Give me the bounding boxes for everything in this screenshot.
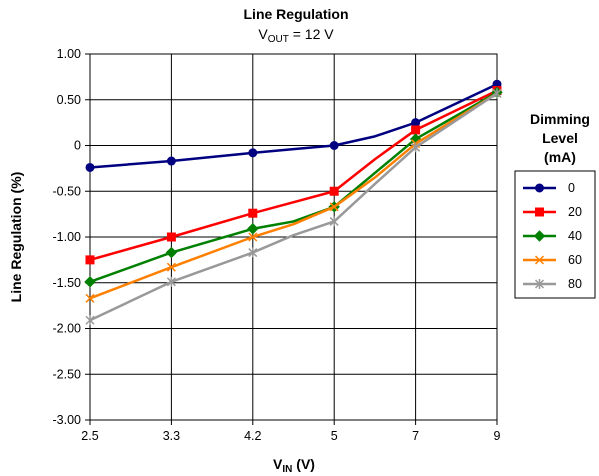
data-point <box>85 255 95 265</box>
data-point <box>85 293 95 303</box>
data-point <box>248 247 258 258</box>
data-point <box>329 141 339 150</box>
legend-label: 40 <box>568 229 582 243</box>
y-tick-label: -0.50 <box>53 184 82 198</box>
legend-title-line-2: Level <box>542 130 578 146</box>
legend-item-20: 20 <box>523 205 582 219</box>
x-tick-label: 3.3 <box>163 429 180 443</box>
chart-subtitle: VOUT = 12 V <box>258 26 334 45</box>
y-tick-label: 1.00 <box>57 47 81 61</box>
data-point <box>166 232 176 242</box>
chart-title: Line Regulation <box>244 6 349 22</box>
data-point <box>84 276 96 288</box>
series-line-40 <box>89 91 498 284</box>
series-0 <box>85 79 502 172</box>
legend-swatch-marker <box>535 183 544 193</box>
legend-item-60: 60 <box>523 253 582 267</box>
legend-item-80: 80 <box>523 277 582 291</box>
data-point <box>411 125 421 135</box>
y-axis-ticks: 1.00 0.50 0 -0.50 -1.00 -1.50 -2.00 -2.50 -3.00 <box>53 47 90 427</box>
legend-box <box>514 170 596 299</box>
legend-label: 80 <box>568 277 582 291</box>
data-point <box>247 223 259 235</box>
y-tick-label: -1.00 <box>53 230 82 244</box>
legend-swatch-marker <box>534 255 545 265</box>
legend: Dimming Level (mA) 0 20 40 60 80 <box>514 111 596 299</box>
series-line-60 <box>89 92 498 300</box>
data-point <box>166 262 176 272</box>
y-tick-label: -1.50 <box>53 276 82 290</box>
data-point <box>85 162 95 172</box>
series-line-80 <box>89 92 498 322</box>
data-point <box>85 315 95 326</box>
data-point <box>248 208 258 218</box>
data-point <box>248 148 258 158</box>
data-point <box>329 216 339 227</box>
x-axis-label: VIN (V) <box>273 456 315 475</box>
legend-item-0: 0 <box>523 181 575 195</box>
y-tick-label: 0 <box>74 139 81 153</box>
x-axis-ticks: 2.5 3.3 4.2 5 7 9 <box>81 420 501 443</box>
data-point <box>329 186 339 196</box>
series-line-0 <box>89 83 498 169</box>
data-point <box>166 156 176 166</box>
legend-item-40: 40 <box>523 229 582 243</box>
x-tick-label: 4.2 <box>244 429 261 443</box>
data-point <box>248 232 258 242</box>
series-80 <box>85 88 502 326</box>
legend-swatch-marker <box>535 207 544 217</box>
y-tick-label: -3.00 <box>53 413 82 427</box>
legend-label: 0 <box>568 181 575 195</box>
data-point <box>411 142 421 153</box>
series-60 <box>85 88 502 303</box>
data-point <box>329 202 339 212</box>
x-tick-label: 7 <box>412 429 419 443</box>
x-tick-label: 2.5 <box>81 429 98 443</box>
data-point <box>165 246 178 259</box>
x-tick-label: 5 <box>331 429 338 443</box>
data-point <box>411 118 421 128</box>
legend-swatch-marker <box>534 279 545 289</box>
legend-label: 20 <box>568 205 582 219</box>
data-point <box>492 88 502 99</box>
y-axis-label: Line Regulation (%) <box>8 172 24 303</box>
legend-title-line-3: (mA) <box>544 149 576 165</box>
legend-swatch-marker <box>533 230 546 242</box>
y-tick-label: 0.50 <box>57 93 81 107</box>
y-tick-label: -2.00 <box>53 322 82 336</box>
y-tick-label: -2.50 <box>53 367 82 381</box>
legend-label: 60 <box>568 253 582 267</box>
legend-title-line-1: Dimming <box>530 111 590 127</box>
x-tick-label: 9 <box>494 429 501 443</box>
series-layer <box>84 79 503 326</box>
data-point <box>166 276 176 287</box>
